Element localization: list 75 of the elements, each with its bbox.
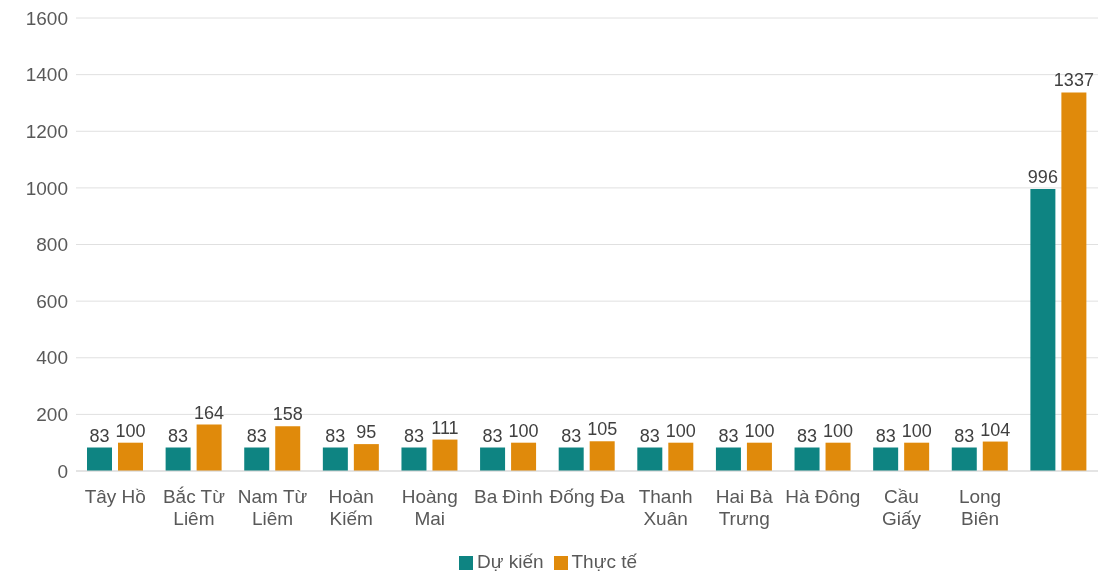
data-label: 164 [194, 402, 225, 423]
data-label: 83 [875, 425, 896, 446]
y-tick-label: 800 [36, 234, 68, 256]
x-tick-label: Ba Đình [474, 486, 543, 507]
data-label: 111 [431, 417, 459, 438]
data-label: 83 [403, 425, 424, 446]
bar [951, 447, 977, 471]
bar [401, 447, 427, 471]
x-tick-label: Long Biên [958, 486, 1002, 529]
y-tick-label: 1600 [25, 7, 68, 29]
x-tick-label: Hà Đông [785, 486, 861, 507]
y-tick-label: 0 [57, 460, 68, 482]
bar [746, 442, 772, 471]
data-label: 83 [561, 425, 582, 446]
bar [432, 439, 458, 471]
data-label: 158 [272, 404, 303, 425]
data-label: 105 [587, 419, 618, 440]
legend-label: Dự kiến [476, 551, 544, 572]
data-label: 100 [823, 420, 854, 441]
bar [668, 442, 694, 471]
y-tick-label: 1200 [25, 120, 68, 142]
x-tick-label: Đống Đa [549, 486, 625, 507]
x-tick-label: Hai Bà Trưng [715, 486, 774, 529]
bar [322, 447, 348, 471]
data-label: 83 [89, 425, 110, 446]
data-label: 83 [718, 425, 739, 446]
bar [244, 447, 270, 471]
data-label: 100 [744, 420, 775, 441]
data-label: 83 [954, 425, 975, 446]
bar [715, 447, 741, 471]
bar [118, 442, 143, 471]
y-tick-label: 200 [36, 404, 68, 426]
bar [873, 447, 899, 471]
x-tick-label: Hoàng Mai [401, 486, 458, 529]
data-label: 83 [639, 425, 660, 446]
data-label: 1337 [1053, 70, 1094, 91]
bar [637, 447, 663, 471]
data-label: 100 [901, 420, 932, 441]
data-label: 83 [168, 425, 189, 446]
y-tick-label: 600 [36, 290, 68, 312]
data-label: 95 [356, 422, 377, 443]
bar [165, 447, 191, 471]
data-label: 996 [1027, 167, 1058, 188]
bar [196, 424, 222, 471]
x-tick-label: Cầu Giấy [881, 486, 922, 529]
bar [275, 426, 301, 471]
x-tick-label: Tây Hồ [84, 486, 146, 507]
data-label: 100 [115, 420, 146, 441]
x-tick-label: Bắc Từ Liêm [162, 486, 226, 529]
bar [511, 442, 537, 471]
y-tick-label: 1000 [25, 177, 68, 199]
bar [480, 447, 506, 471]
bar [825, 442, 851, 471]
bar [589, 441, 615, 471]
legend-label: Thực tế [571, 551, 638, 572]
data-label: 100 [665, 420, 696, 441]
data-label: 100 [508, 420, 539, 441]
data-label: 83 [482, 425, 503, 446]
bar [794, 447, 820, 471]
data-label: 83 [797, 425, 818, 446]
y-tick-label: 400 [36, 347, 68, 369]
bar [982, 441, 1008, 471]
bar [353, 444, 379, 471]
data-label: 104 [980, 419, 1011, 440]
x-tick-label: Thanh Xuân [638, 486, 693, 529]
data-label: 83 [246, 425, 267, 446]
bar [1030, 189, 1056, 471]
y-tick-label: 1400 [25, 64, 68, 86]
data-label: 83 [325, 425, 346, 446]
x-tick-label: Hoàn Kiếm [328, 486, 374, 529]
bar [904, 442, 930, 471]
bar [1061, 92, 1087, 471]
x-tick-label: Nam Từ Liêm [237, 486, 308, 529]
bar [558, 447, 584, 471]
bar [87, 447, 112, 471]
